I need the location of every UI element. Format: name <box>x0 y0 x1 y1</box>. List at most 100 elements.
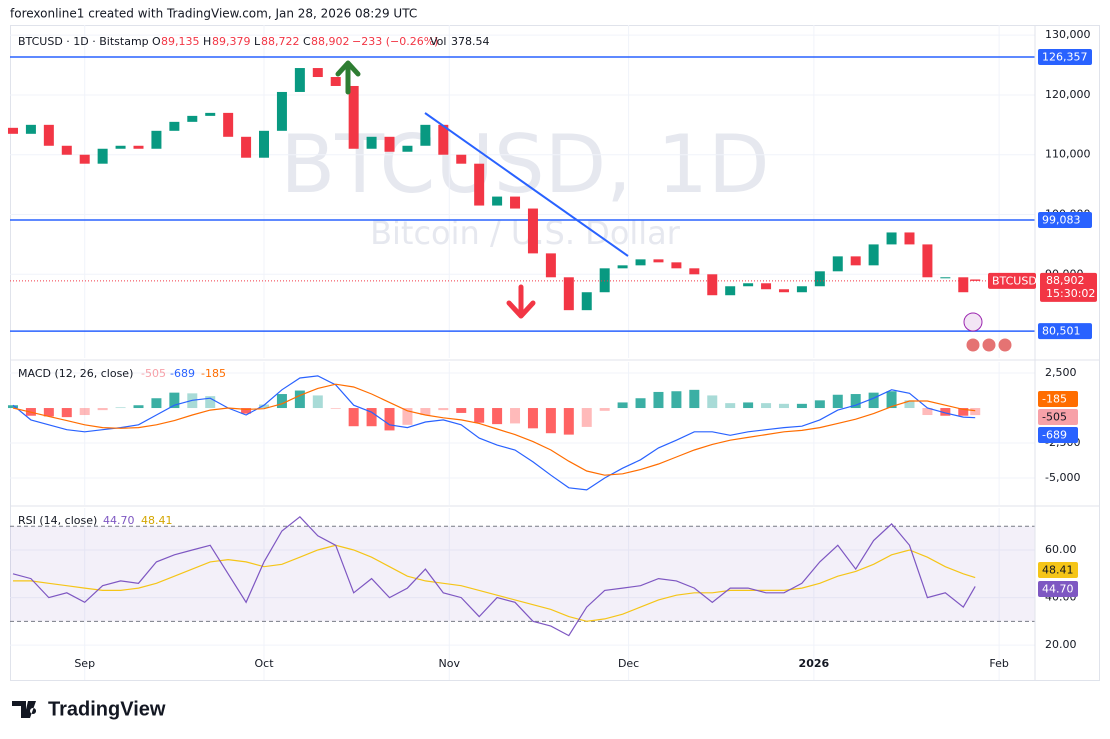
macd-title: MACD (12, 26, close) <box>18 367 133 380</box>
brand-logo <box>12 701 37 718</box>
level-label-bg <box>1038 323 1092 340</box>
legend-field-label: H <box>203 35 211 48</box>
candle-body <box>832 256 843 272</box>
candle-body <box>223 112 234 137</box>
candle-body <box>796 286 807 293</box>
candle-body <box>474 163 485 206</box>
histogram-bar <box>402 408 413 425</box>
candle-body <box>510 196 521 209</box>
rsi-title: RSI (14, close) <box>18 514 97 527</box>
histogram-bar <box>527 408 538 429</box>
histogram-bar <box>366 408 377 427</box>
candle-body <box>850 256 861 266</box>
candle-body <box>707 274 718 296</box>
drawing-layer <box>335 60 1013 353</box>
histogram-bar <box>653 391 664 409</box>
x-tick-label: Feb <box>989 657 1008 670</box>
candle-body <box>725 286 736 296</box>
watermark-title: BTCUSD, 1D <box>280 118 769 211</box>
rsi-tag: 44.70 <box>1042 583 1074 596</box>
histogram-bar <box>384 408 395 431</box>
histogram-bar <box>241 408 252 414</box>
histogram-bar <box>743 402 754 409</box>
symbol-tag-bg <box>988 272 1036 289</box>
rsi-legend-value: 44.70 <box>103 514 135 527</box>
macd-legend-value: -185 <box>201 367 226 380</box>
rsi-band-fill <box>10 526 1035 622</box>
candle-body <box>970 279 981 281</box>
candle-body <box>115 145 126 149</box>
up-arrow <box>335 60 361 95</box>
y-tick-label: 130,000 <box>1045 28 1091 41</box>
histogram-bar <box>169 392 180 409</box>
legend-symbol: BTCUSD · 1D · Bitstamp <box>18 35 149 48</box>
candle-body <box>79 154 90 164</box>
candle-body <box>366 136 377 149</box>
histogram-bar <box>97 408 108 411</box>
x-tick-label: Nov <box>439 657 461 670</box>
level-label: 80,501 <box>1042 325 1081 338</box>
candle-body <box>294 68 305 92</box>
macd-line-tag-bg <box>1038 427 1078 443</box>
histogram-bar <box>205 396 216 409</box>
candle-body <box>671 262 682 269</box>
candle-body <box>133 145 144 149</box>
histogram-bar <box>832 394 843 409</box>
brand: TradingView <box>12 698 166 720</box>
candle-body <box>814 271 825 287</box>
candle-body <box>330 77 341 86</box>
histogram-bar <box>7 405 18 409</box>
y-tick-label: 20.00 <box>1045 638 1077 651</box>
histogram-bar <box>635 398 646 409</box>
candle-body <box>312 68 323 78</box>
histogram-bar <box>850 394 861 409</box>
event-flag[interactable] <box>997 337 1013 353</box>
candle-body <box>492 196 503 206</box>
histogram-bar <box>868 392 879 409</box>
candle-body <box>348 85 359 149</box>
event-flag[interactable] <box>965 337 981 353</box>
legend-field-label: L <box>254 35 261 48</box>
candle-body <box>581 292 592 311</box>
candle-body <box>169 121 180 131</box>
level-label-bg <box>1038 48 1092 65</box>
histogram-bar <box>43 408 54 417</box>
macd-legend: MACD (12, 26, close) -505 -689 -185 <box>18 367 226 380</box>
histogram-bar <box>438 408 449 411</box>
histogram-bar <box>581 408 592 427</box>
histogram-bar <box>671 391 682 409</box>
x-tick-label: Dec <box>618 657 639 670</box>
event-icon[interactable] <box>963 312 983 332</box>
y-tick-label: 110,000 <box>1045 148 1091 161</box>
legend-field-value: 88,722 <box>261 35 300 48</box>
histogram-bar <box>474 408 485 423</box>
legend-field-value: 88,902 <box>311 35 350 48</box>
legend-volume: 378.54 <box>451 35 490 48</box>
histogram-bar <box>79 408 90 416</box>
macd-line-tag: -689 <box>1042 429 1067 442</box>
event-flag[interactable] <box>981 337 997 353</box>
macd-legend-value: -689 <box>170 367 195 380</box>
histogram-bar <box>904 400 915 409</box>
legend-volume-label: Vol <box>430 35 446 48</box>
y-tick-label: 60.00 <box>1045 543 1077 556</box>
histogram-bar <box>814 400 825 409</box>
candle-body <box>151 130 162 149</box>
histogram-bar <box>115 407 126 409</box>
y-tick-label: 2,500 <box>1045 366 1077 379</box>
countdown: 15:30:02 <box>1046 287 1095 300</box>
candle-body <box>922 244 933 278</box>
brand-name: TradingView <box>48 698 166 720</box>
candle-body <box>259 130 270 158</box>
histogram-bar <box>259 404 270 409</box>
histogram-bar <box>970 408 981 416</box>
x-tick-label: Oct <box>254 657 274 670</box>
rsi-legend: RSI (14, close) 44.70 48.41 <box>18 514 173 527</box>
rsi-ma-tag-bg <box>1038 562 1078 578</box>
candle-body <box>761 283 772 290</box>
rsi-ma-tag: 48.41 <box>1042 564 1074 577</box>
histogram-bar <box>599 408 610 411</box>
